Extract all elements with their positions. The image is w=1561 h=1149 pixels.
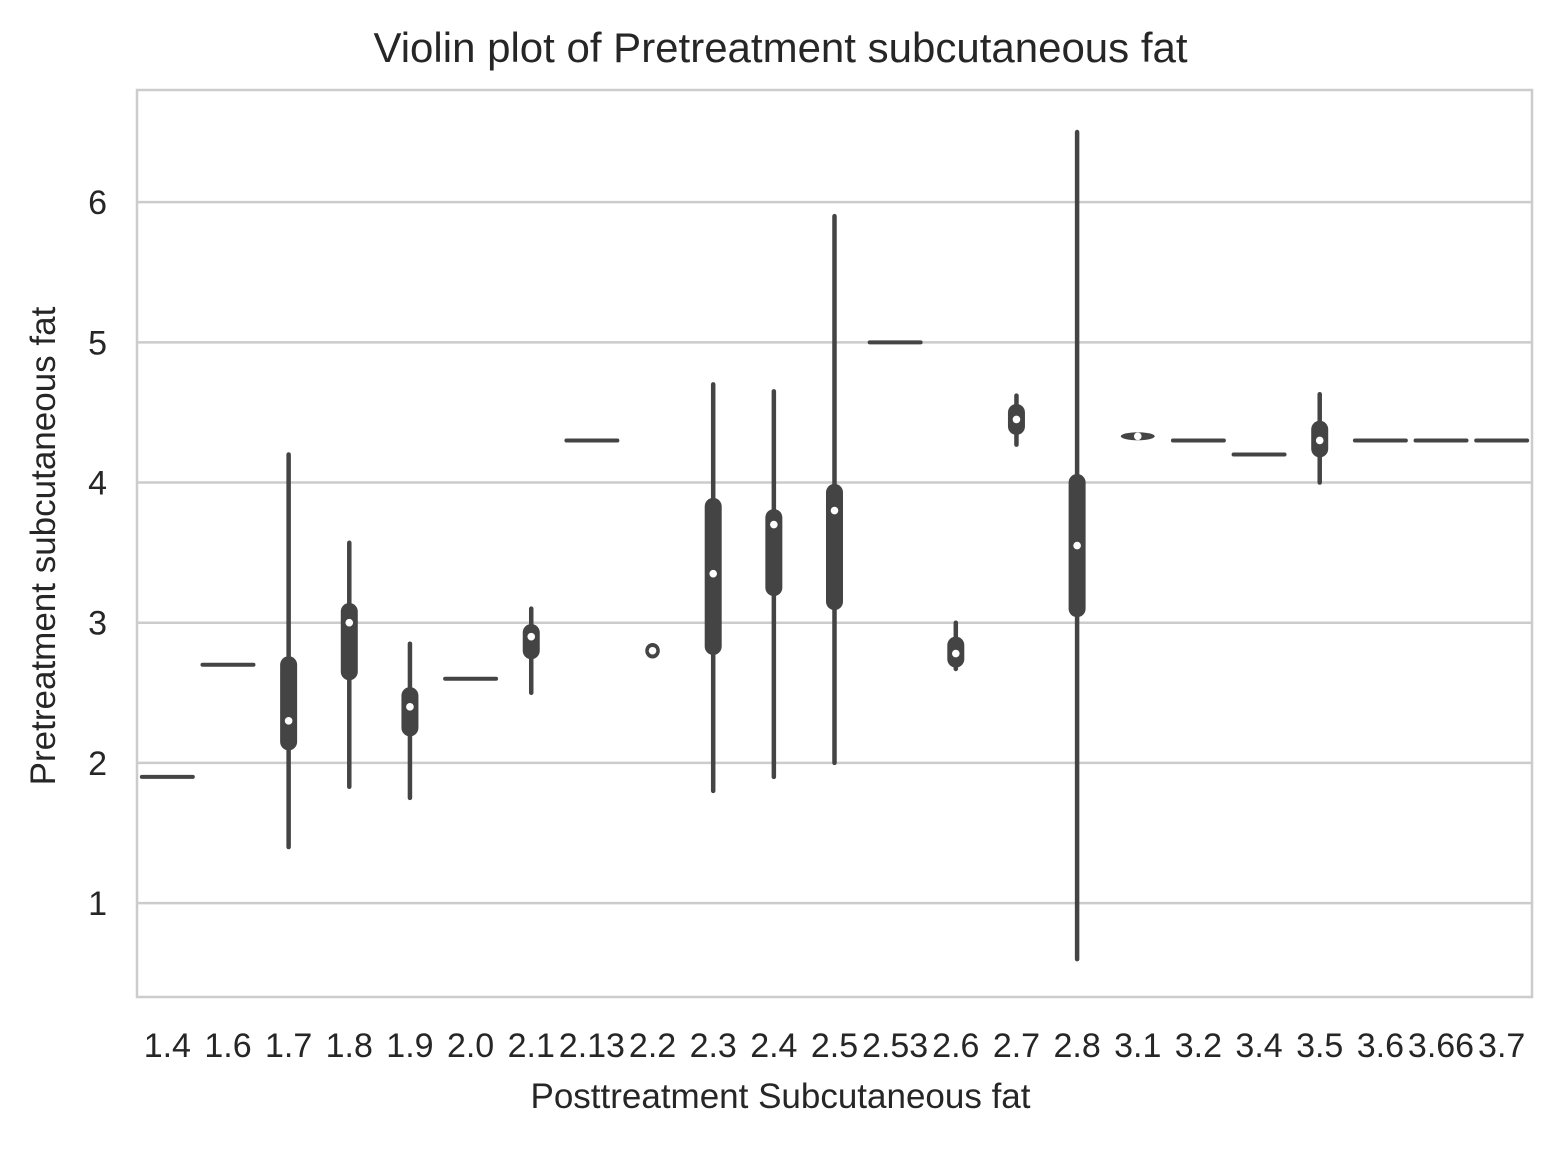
x-tick-label: 2.1 <box>508 1027 555 1065</box>
violin-median-dot <box>345 618 354 627</box>
chart-title: Violin plot of Pretreatment subcutaneous… <box>373 24 1188 71</box>
x-tick-label: 3.2 <box>1175 1027 1222 1065</box>
x-tick-label: 2.5 <box>811 1027 858 1065</box>
x-tick-label: 2.53 <box>862 1027 928 1065</box>
violin-2.7 <box>1007 393 1025 447</box>
x-tick-label: 1.8 <box>326 1027 373 1065</box>
violin-2.2 <box>645 643 660 659</box>
x-tick-label: 2.4 <box>750 1027 797 1065</box>
y-tick-labels: 1 2 3 4 5 6 <box>88 184 107 923</box>
y-tick-label: 4 <box>88 465 107 503</box>
y-tick-label: 5 <box>88 324 107 362</box>
violin-median-dot <box>648 646 657 655</box>
violins <box>139 129 1530 962</box>
y-tick-label: 2 <box>88 745 107 783</box>
x-tick-label: 3.1 <box>1114 1027 1161 1065</box>
x-tick-label: 3.6 <box>1357 1027 1404 1065</box>
violin-3.5 <box>1311 391 1329 485</box>
violin-median-dot <box>1133 432 1142 441</box>
x-tick-label: 3.66 <box>1408 1027 1474 1065</box>
x-tick-label: 2.6 <box>932 1027 979 1065</box>
violin-median-dot <box>406 703 414 711</box>
x-tick-label: 3.4 <box>1235 1027 1282 1065</box>
x-tick-label: 1.4 <box>144 1027 191 1065</box>
violin-1.9 <box>401 641 419 801</box>
y-axis-label: Pretreatment subcutaneous fat <box>24 306 63 786</box>
violin-2.1 <box>522 606 540 696</box>
violin-median-dot <box>1073 541 1081 550</box>
violin-median-dot <box>830 506 839 515</box>
violin-median-dot <box>709 569 717 578</box>
y-tick-label: 1 <box>88 885 107 923</box>
violin-2.4 <box>765 389 783 780</box>
violin-1.7 <box>280 452 298 850</box>
x-tick-label: 2.7 <box>993 1027 1040 1065</box>
violin-2.5 <box>826 213 843 766</box>
violin-2.8 <box>1068 129 1086 962</box>
x-tick-label: 2.8 <box>1053 1027 1100 1065</box>
x-tick-label: 2.0 <box>447 1027 494 1065</box>
x-tick-label: 3.7 <box>1478 1027 1525 1065</box>
y-tick-label: 3 <box>88 605 107 643</box>
violin-2.6 <box>947 620 965 672</box>
x-tick-label: 2.3 <box>690 1027 737 1065</box>
violin-1.8 <box>340 540 358 789</box>
violin-median-dot <box>1012 415 1021 424</box>
x-tick-label: 1.6 <box>204 1027 251 1065</box>
violin-3.1 <box>1120 432 1155 441</box>
x-tick-label: 3.5 <box>1296 1027 1343 1065</box>
x-tick-label: 1.7 <box>265 1027 312 1065</box>
violin-median-dot <box>770 520 778 529</box>
y-tick-label: 6 <box>88 184 107 222</box>
x-tick-label: 2.13 <box>559 1027 625 1065</box>
violin-median-dot <box>952 649 960 658</box>
plot-frame <box>135 88 1534 999</box>
x-tick-label: 2.2 <box>629 1027 676 1065</box>
violin-median-dot <box>527 632 536 641</box>
violin-2.3 <box>704 382 722 794</box>
x-axis-label: Posttreatment Subcutaneous fat <box>530 1077 1031 1116</box>
x-tick-label: 1.9 <box>386 1027 433 1065</box>
violin-median-dot <box>284 717 293 725</box>
violin-median-dot <box>1315 436 1324 445</box>
x-tick-labels: 1.4 1.6 1.7 1.8 1.9 2.0 2.1 2.13 2.2 2.3 2.4 2.5 2.5… <box>144 1027 1526 1065</box>
